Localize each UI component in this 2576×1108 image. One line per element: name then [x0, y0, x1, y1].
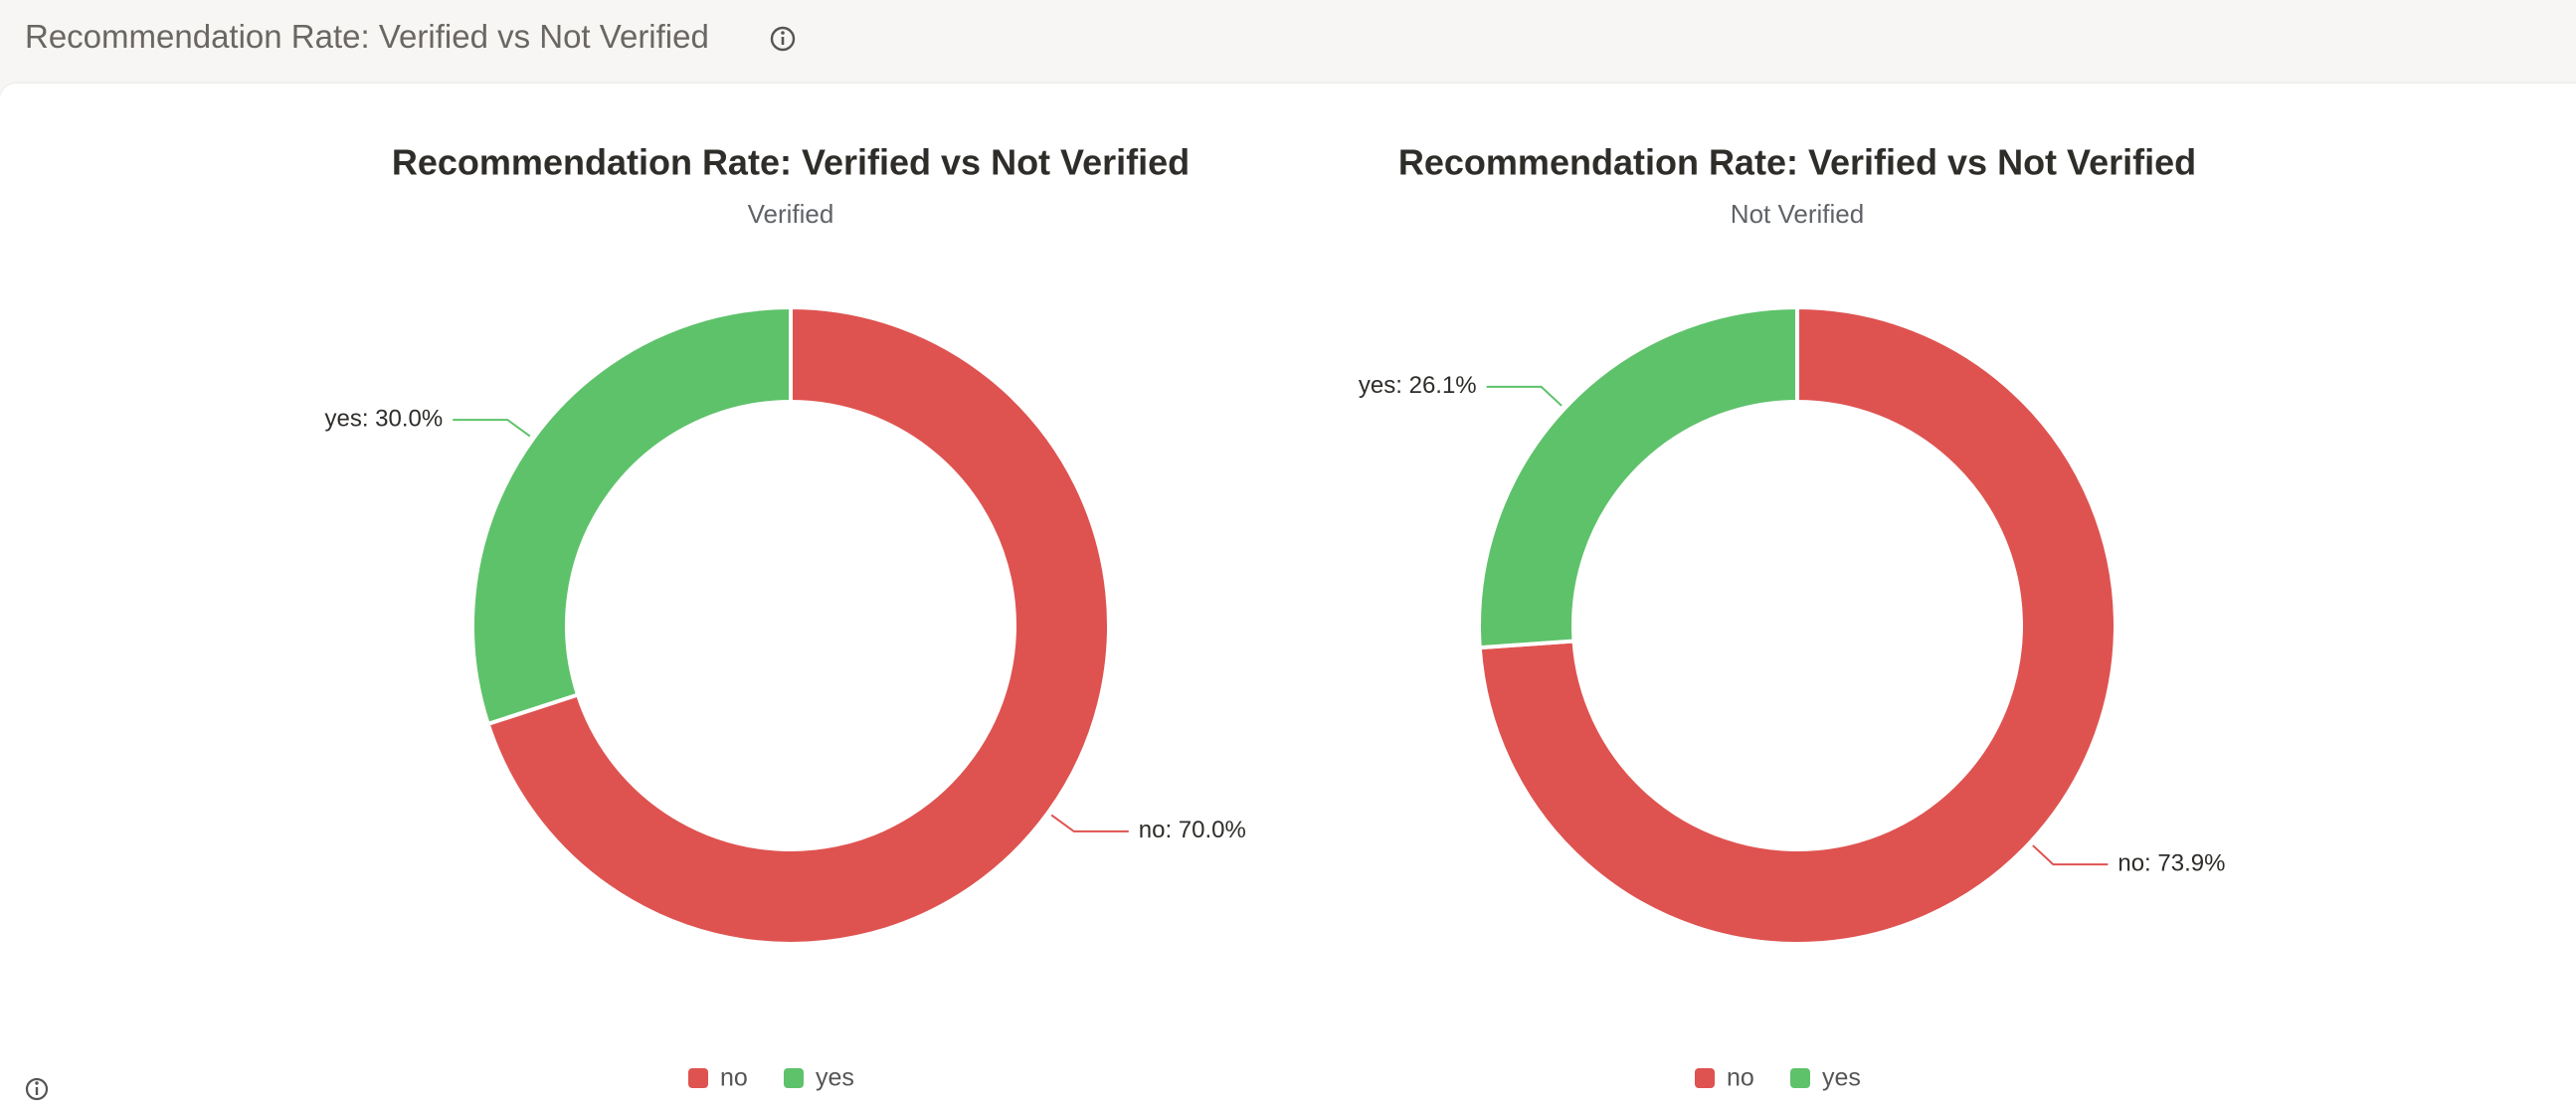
slice [470, 305, 793, 726]
leader-line [2032, 844, 2109, 866]
info-icon[interactable] [768, 24, 798, 54]
chart-title: Recommendation Rate: Verified vs Not Ver… [1398, 142, 2196, 183]
slice [1477, 305, 2117, 946]
header: Recommendation Rate: Verified vs Not Ver… [0, 0, 2576, 84]
chart-subtitle: Verified [748, 199, 834, 229]
card [0, 84, 2576, 1108]
data-label: no: 73.9% [2117, 849, 2225, 876]
chart-subtitle: Not Verified [1731, 199, 1864, 229]
legend-label: no [1727, 1064, 1754, 1092]
legend-label: no [720, 1064, 748, 1092]
info-icon[interactable] [25, 1077, 49, 1101]
legend-label: yes [1822, 1064, 1861, 1092]
header-title: Recommendation Rate: Verified vs Not Ver… [25, 18, 709, 55]
slice [485, 305, 1111, 946]
chart-title: Recommendation Rate: Verified vs Not Ver… [392, 142, 1190, 183]
leader-line [1486, 385, 1563, 407]
leader-line [453, 419, 531, 438]
legend-label: yes [816, 1064, 854, 1092]
legend-swatch [688, 1068, 708, 1088]
slice [1477, 305, 1799, 650]
legend-swatch [1695, 1068, 1715, 1088]
data-label: yes: 26.1% [1359, 372, 1477, 399]
legend-swatch [1790, 1068, 1810, 1088]
legend-swatch [784, 1068, 804, 1088]
data-label: no: 70.0% [1139, 817, 1246, 843]
leader-line [1050, 814, 1129, 832]
data-label: yes: 30.0% [324, 405, 443, 432]
